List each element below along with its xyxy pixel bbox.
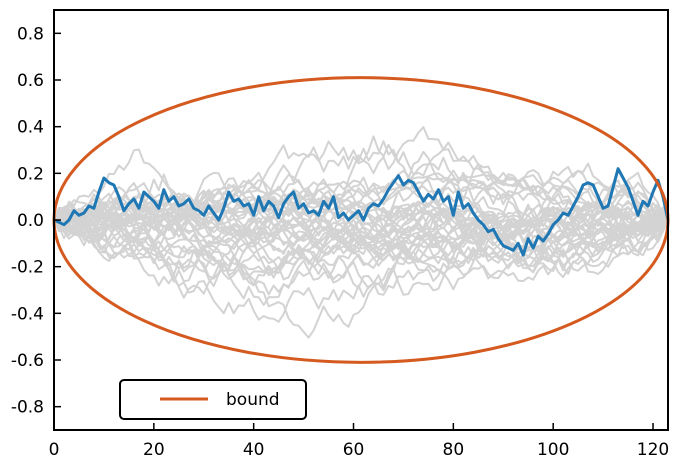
x-tick-label: 120 [637, 440, 669, 460]
y-tick-label: -0.8 [11, 398, 44, 418]
y-tick-label: 0.2 [17, 164, 44, 184]
y-tick-label: 0.6 [17, 71, 44, 91]
legend-label: bound [226, 390, 280, 410]
legend-box [119, 379, 307, 420]
y-tick-label: 0.8 [17, 24, 44, 44]
y-tick-label: 0.0 [17, 211, 44, 231]
background-path [54, 206, 668, 323]
y-tick-label: -0.2 [11, 258, 44, 278]
highlight-series [54, 167, 668, 257]
background-path [54, 183, 668, 273]
background-path [54, 178, 668, 227]
background-path [54, 126, 668, 244]
background-path [54, 196, 668, 339]
background-path [54, 180, 668, 252]
y-ticks: 0.8 0.6 0.4 0.2 0.0 -0.2 -0.4 -0.6 -0.8 [11, 24, 61, 418]
y-tick-label: -0.4 [11, 304, 44, 324]
x-tick-label: 0 [49, 440, 60, 460]
background-paths [54, 126, 668, 339]
background-path [54, 206, 668, 306]
legend: bound [119, 379, 307, 420]
x-tick-label: 20 [143, 440, 165, 460]
background-path [54, 172, 668, 233]
x-tick-label: 80 [443, 440, 465, 460]
x-ticks: 0 20 40 60 80 100 120 [49, 423, 669, 460]
y-tick-label: 0.4 [17, 118, 44, 138]
series-line [54, 167, 668, 257]
background-path [54, 183, 668, 259]
y-tick-label: -0.6 [11, 351, 44, 371]
x-tick-label: 40 [243, 440, 265, 460]
x-tick-label: 60 [343, 440, 365, 460]
x-tick-label: 100 [537, 440, 569, 460]
